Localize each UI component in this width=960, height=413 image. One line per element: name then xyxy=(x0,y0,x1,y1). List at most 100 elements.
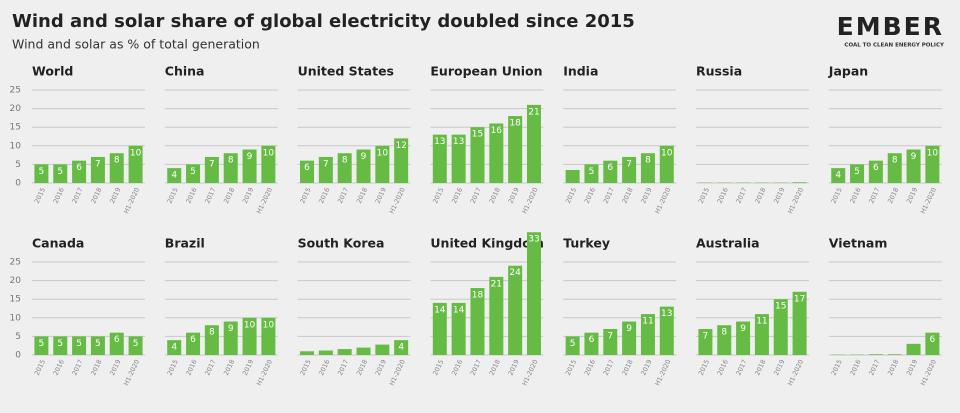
bar xyxy=(432,302,447,355)
value-label: 10 xyxy=(263,148,275,158)
bar xyxy=(53,336,68,355)
value-label: 6 xyxy=(76,163,82,173)
y-tick-label: 20 xyxy=(10,276,22,286)
panel-title: United Kingdom xyxy=(430,236,543,251)
bar xyxy=(451,134,466,183)
bar xyxy=(72,336,87,355)
value-label: 5 xyxy=(95,339,101,349)
value-label: 15 xyxy=(775,302,786,312)
value-label: 4 xyxy=(171,343,177,353)
value-label: 5 xyxy=(57,339,63,349)
value-label: 16 xyxy=(491,126,503,136)
bar xyxy=(72,160,87,183)
bar xyxy=(53,164,68,183)
bar xyxy=(204,325,219,355)
bar xyxy=(167,168,182,183)
y-tick-label: 25 xyxy=(10,258,21,268)
bar xyxy=(432,134,447,183)
panel-title: Australia xyxy=(696,236,760,251)
value-label: 14 xyxy=(434,305,446,315)
value-label: 11 xyxy=(642,317,653,327)
bar xyxy=(868,354,883,355)
value-label: 4 xyxy=(171,171,177,181)
bar xyxy=(526,232,541,355)
value-label: 17 xyxy=(794,294,805,304)
value-label: 8 xyxy=(721,328,727,338)
bar xyxy=(261,145,276,183)
bar xyxy=(34,164,49,183)
value-label: 5 xyxy=(190,167,196,177)
bar xyxy=(167,340,182,355)
y-tick-label: 20 xyxy=(10,104,22,114)
value-label: 12 xyxy=(395,141,406,151)
value-label: 10 xyxy=(927,148,939,158)
value-label: 5 xyxy=(589,167,595,177)
value-label: 6 xyxy=(607,163,613,173)
bar xyxy=(109,153,124,183)
bar xyxy=(887,354,902,355)
value-label: 5 xyxy=(570,339,576,349)
value-label: 5 xyxy=(57,167,63,177)
logo-tagline: COAL TO CLEAN ENERGY POLICY xyxy=(844,43,945,49)
value-label: 8 xyxy=(228,156,234,166)
bar xyxy=(90,156,105,183)
bar xyxy=(925,332,940,355)
y-tick-label: 0 xyxy=(15,179,21,189)
bar xyxy=(792,182,807,183)
logo: EMBER xyxy=(837,12,944,41)
bar xyxy=(659,306,674,355)
bar xyxy=(337,153,352,183)
value-label: 9 xyxy=(361,152,367,162)
value-label: 8 xyxy=(645,156,651,166)
bar xyxy=(186,332,201,355)
value-label: 5 xyxy=(854,167,860,177)
value-label: 24 xyxy=(509,268,521,278)
bar xyxy=(565,336,580,355)
value-label: 13 xyxy=(661,309,672,319)
bar xyxy=(204,156,219,183)
bar xyxy=(300,351,315,355)
bar xyxy=(223,153,238,183)
value-label: 10 xyxy=(377,148,389,158)
value-label: 6 xyxy=(114,335,120,345)
value-label: 9 xyxy=(247,152,253,162)
bar xyxy=(831,168,846,183)
bar xyxy=(394,138,409,183)
bar xyxy=(375,344,390,355)
bar xyxy=(186,164,201,183)
bar xyxy=(318,350,333,355)
value-label: 18 xyxy=(472,291,484,301)
bar xyxy=(565,169,580,183)
value-label: 10 xyxy=(263,320,275,330)
bar xyxy=(356,149,371,183)
bar xyxy=(90,336,105,355)
bar xyxy=(34,336,49,355)
bar xyxy=(640,314,655,355)
bar xyxy=(242,317,257,355)
value-label: 15 xyxy=(472,130,483,140)
panel-title: Turkey xyxy=(563,236,610,251)
value-label: 9 xyxy=(228,324,234,334)
bar xyxy=(242,149,257,183)
bar xyxy=(622,156,637,183)
bar xyxy=(754,314,769,355)
bar xyxy=(906,343,921,355)
value-label: 5 xyxy=(133,339,139,349)
value-label: 7 xyxy=(626,159,632,169)
chart-title: Wind and solar share of global electrici… xyxy=(12,11,635,32)
bar xyxy=(736,321,751,355)
panel-title: Canada xyxy=(32,236,84,251)
value-label: 7 xyxy=(323,159,329,169)
bar xyxy=(868,160,883,183)
y-tick-label: 5 xyxy=(15,332,21,342)
value-label: 7 xyxy=(209,159,215,169)
y-tick-label: 0 xyxy=(15,351,21,361)
value-label: 11 xyxy=(756,317,767,327)
bar xyxy=(394,340,409,355)
y-tick-label: 5 xyxy=(15,160,21,170)
bar xyxy=(128,145,143,183)
value-label: 6 xyxy=(930,335,936,345)
bar xyxy=(698,328,713,355)
value-label: 13 xyxy=(453,137,464,147)
panel-title: South Korea xyxy=(298,236,385,251)
